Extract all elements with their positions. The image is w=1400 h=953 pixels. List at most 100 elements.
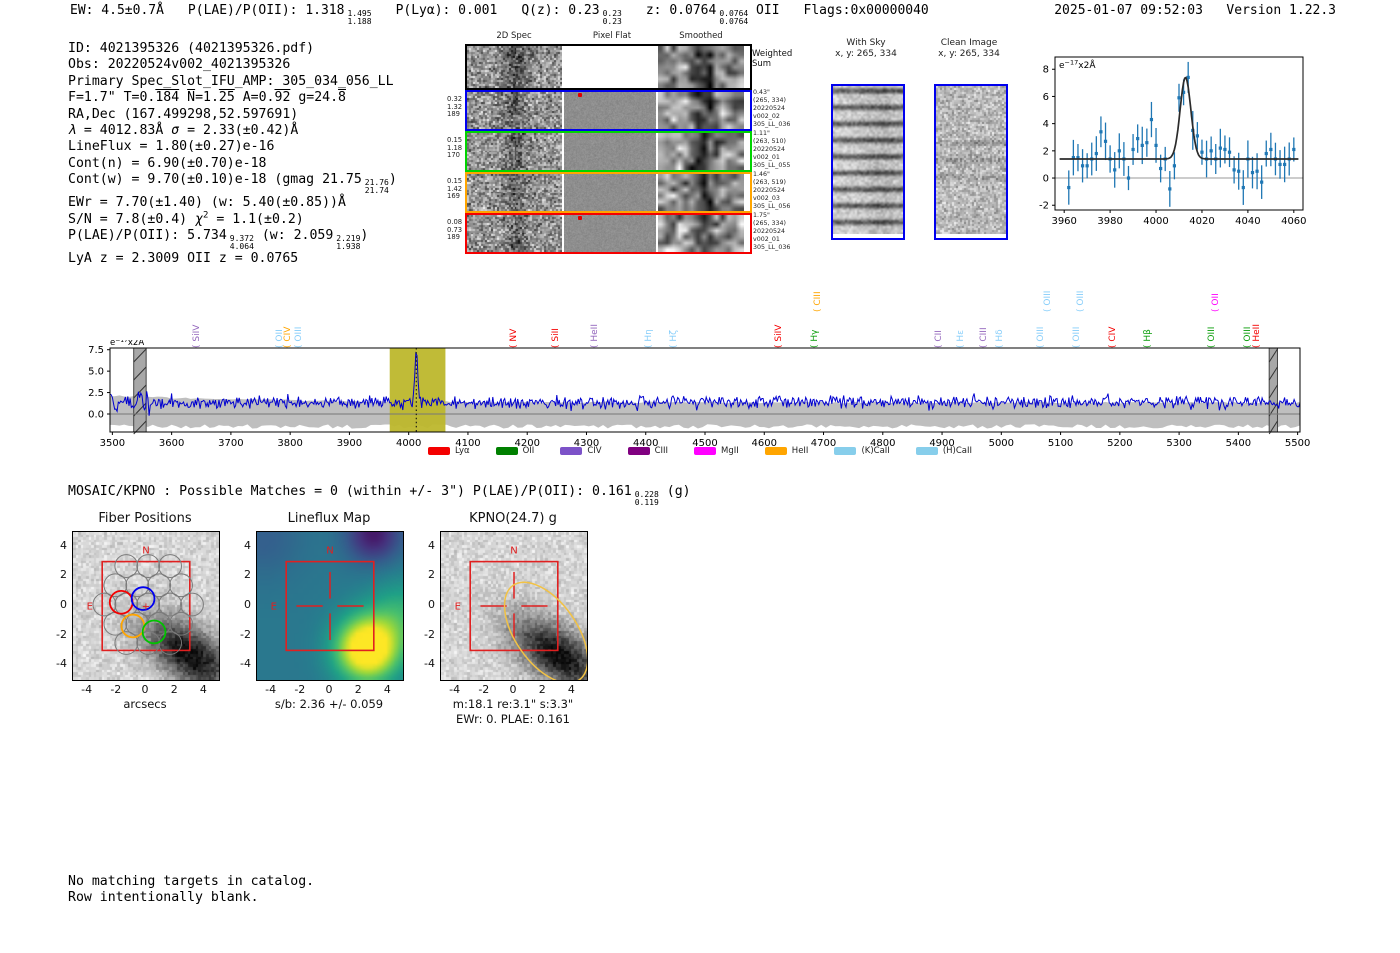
footer-notes: No matching targets in catalog. Row inten… <box>68 874 314 906</box>
data-point <box>1168 187 1172 191</box>
weight-value: 0.15 <box>447 177 463 185</box>
y-tick-label: 0 <box>428 598 435 611</box>
y-tick-label: 8 <box>1043 65 1049 76</box>
data-point <box>1241 185 1245 190</box>
y-tick-label: 2 <box>1043 146 1049 157</box>
spec2d-column-header: 2D Spec <box>496 31 532 41</box>
info-text: P(LAE)/P(OII): 5.734 <box>68 228 227 244</box>
emission-line-label: ( OIII <box>1035 326 1046 348</box>
data-point <box>1154 143 1158 147</box>
data-point <box>1103 139 1108 143</box>
fiber-id: 20220524 <box>753 104 786 112</box>
full-spectrum-plot: 0.0 2.5 5.0 7.5 3500 3600 3700 3800 3900 4000 4100… <box>0 265 1400 475</box>
info-text: Obs: 20220524v002_4021395326 <box>68 57 291 73</box>
x-tick-label: 4300 <box>574 438 599 449</box>
y-tick-label: 6 <box>1043 92 1049 103</box>
pixelflat-image <box>564 215 656 252</box>
legend-item: HeII <box>764 446 809 456</box>
weight-value: 0.15 <box>447 136 463 144</box>
emission-line-label: ( OIII <box>293 326 304 348</box>
cutout-caption: EWr: 0. PLAE: 0.161 <box>456 712 570 726</box>
info-text: 92 <box>274 90 291 106</box>
data-point <box>1126 176 1131 180</box>
info-line: Cont(w) = 9.70(±0.10)e-18 (gmag 21.75 21.… <box>68 172 397 195</box>
emission-line-label: ( CIV <box>283 326 294 348</box>
weight-value: 189 <box>447 110 460 119</box>
y-tick-label: 0 <box>244 598 251 611</box>
info-line: λ = 4012.83Å σ = 2.33(±0.42)Å <box>68 123 397 139</box>
legend-label: (K)CaII <box>861 446 890 456</box>
range-hi: 2.219 <box>336 234 361 244</box>
spectrum-line <box>109 351 1301 416</box>
legend-item: OII <box>495 446 534 456</box>
stat-text: z: 0.0764 <box>645 3 717 18</box>
row-fiber-labels: 1.46" (263, 519) 20220524 v002_03 305_LL_056 <box>753 171 805 211</box>
emission-line-label: ( Hδ <box>994 329 1005 348</box>
y-tick-label: 7.5 <box>88 345 104 356</box>
pixelflat-image <box>564 46 656 88</box>
emission-line-label: ( Hγ <box>809 329 820 348</box>
emission-line-label: ( NV <box>509 328 520 348</box>
range-hi: 1.495 <box>347 9 372 18</box>
fiber-id: (265, 334) <box>753 96 786 104</box>
data-point <box>1255 169 1259 173</box>
legend-item: CIII <box>627 446 668 456</box>
x-tick-label: 4400 <box>633 438 658 449</box>
info-text: g=24. <box>290 90 339 106</box>
legend-label: HeII <box>791 446 809 456</box>
y-tick-label: -2 <box>1039 201 1049 212</box>
x-tick-label: 3500 <box>100 438 125 449</box>
x-tick-label: -2 <box>110 683 122 696</box>
range-lo: 0.0764 <box>719 17 749 26</box>
data-point <box>1076 156 1080 160</box>
compass-north-label: N <box>510 546 517 557</box>
x-tick-label: 3700 <box>218 438 243 449</box>
cutout-title: KPNO(24.7) g <box>469 511 557 526</box>
line-fit-chart: -2 0 2 4 6 8 3960 3980 4000 4020 4040 4060 e−17x2Å <box>1039 56 1307 227</box>
data-point <box>1099 130 1103 134</box>
data-point <box>1159 166 1163 171</box>
compass-east-label: E <box>87 602 93 613</box>
data-point <box>1278 162 1282 167</box>
emission-line-label: ( SiII <box>550 328 561 348</box>
data-point <box>1283 162 1287 167</box>
emission-line-label: ( SiIV <box>774 324 785 348</box>
x-tick-label: 5100 <box>1048 438 1073 449</box>
emission-line-label: ( HeII <box>590 324 601 348</box>
range-hi: 0.228 <box>634 490 659 499</box>
sky-panel-header: Clean Image x, y: 265, 334 <box>909 38 1029 60</box>
spectrum-chart: 0.0 2.5 5.0 7.5 3500 3600 3700 3800 3900 4000 4100… <box>88 340 1310 449</box>
y-tick-label: 5.0 <box>88 367 104 378</box>
info-text: A=0. <box>234 90 275 106</box>
y-tick-label: 4 <box>60 538 67 552</box>
weight-value: 169 <box>447 192 460 201</box>
legend-swatch <box>915 447 938 455</box>
info-line: P(LAE)/P(OII): 5.734 9.372 4.064 (w: 2.059… <box>68 228 397 251</box>
info-text: LineFlux = 1.80(±0.27)e-16 <box>68 139 275 155</box>
line-fit-plot: -2 0 2 4 6 8 3960 3980 4000 4020 4040 4060 e−17x2Å <box>1035 47 1325 242</box>
sky-panel-coords: x, y: 265, 334 <box>938 49 1000 59</box>
range-lo: 1.938 <box>336 242 361 252</box>
cleanimage-image <box>934 84 1008 240</box>
info-text: Cont(w) = 9.70(±0.10)e-18 (gmag 21.75 <box>68 172 362 188</box>
x-tick-label: -4 <box>265 683 277 696</box>
info-line: F=1.7" T=0.184 N=1.25 A=0.92 g=24.8 <box>68 90 397 106</box>
x-tick-label: 2 <box>538 683 546 696</box>
info-line: EWr = 7.70(±1.40) (w: 5.40(±0.85))Å <box>68 195 397 211</box>
data-point <box>1250 171 1255 175</box>
fiber-id: (263, 510) <box>753 137 786 145</box>
x-tick-label: 4020 <box>1189 216 1214 227</box>
emission-line-label: ( Hζ <box>668 329 679 348</box>
y-tick-label: -2 <box>240 627 251 641</box>
data-point <box>1117 149 1121 153</box>
range-hi: 0.23 <box>602 9 622 18</box>
info-text: 184 <box>155 90 180 106</box>
catalog-match-line: MOSAIC/KPNO : Possible Matches = 0 (with… <box>68 484 691 507</box>
fiber-circle <box>92 592 117 617</box>
sky-panel-title: Clean Image <box>940 38 998 48</box>
info-text: 8 <box>338 90 346 106</box>
range-hi: 21.76 <box>364 178 389 188</box>
fiber-id: v002_01 <box>753 235 780 243</box>
legend-label: Lyα <box>455 446 470 456</box>
